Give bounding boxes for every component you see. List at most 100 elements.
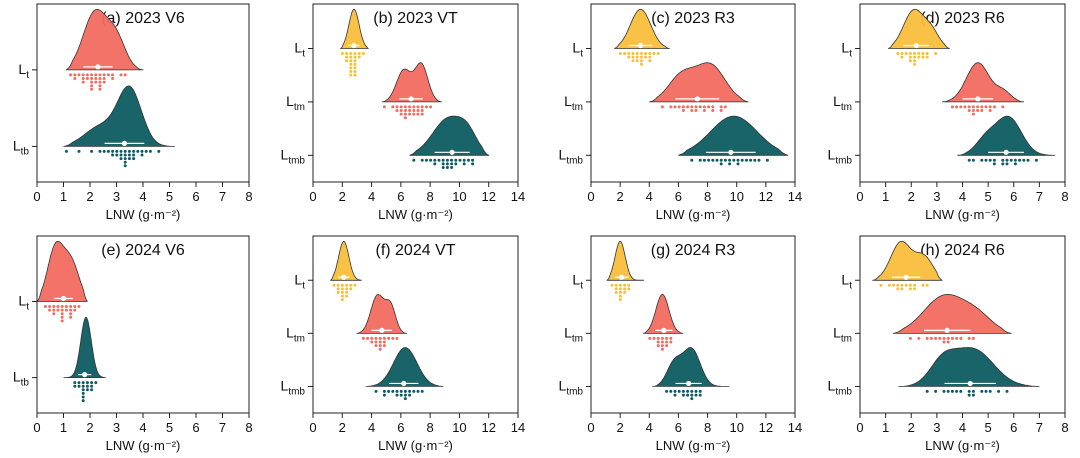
x-tick-label: 1 (882, 420, 889, 435)
rain-point (921, 283, 925, 287)
rain-point (908, 336, 912, 340)
rain-point (963, 105, 967, 109)
rain-point (686, 393, 690, 397)
rain-point (353, 70, 357, 73)
y-label-sub: tmb (566, 386, 583, 397)
rain-point (988, 158, 992, 162)
rain-point (382, 336, 386, 340)
y-tick-label: Lt (18, 292, 29, 312)
y-tick-label: Lt (841, 271, 852, 291)
rain-point (345, 287, 349, 291)
rain-point (669, 340, 673, 344)
rain-point (98, 80, 102, 84)
rain-point (744, 158, 748, 162)
rain-point (119, 157, 123, 161)
rain-point (123, 160, 127, 164)
violin-Ltm (892, 293, 1012, 334)
rain-point (127, 157, 131, 161)
rain-point (627, 287, 631, 291)
series-Lt: Lt (294, 8, 369, 77)
rain-point (917, 52, 921, 55)
rain-point (988, 389, 992, 393)
rain-point (660, 340, 664, 344)
violin-Lt (65, 8, 144, 71)
rain-point (73, 381, 77, 385)
mean-point-Lt (95, 64, 101, 70)
rain-point (353, 283, 357, 287)
rain-point (635, 59, 639, 63)
rain-point (719, 105, 723, 109)
rain-point (111, 149, 115, 153)
rain-point (736, 158, 740, 162)
y-label-main: L (13, 369, 21, 385)
mean-point-Ltmb (401, 380, 407, 387)
rain-point (382, 340, 386, 344)
plot-frame (590, 235, 796, 414)
rain-point (669, 389, 673, 393)
violin-Ltm (381, 62, 442, 103)
rain-point (395, 393, 399, 397)
rain-point (618, 52, 622, 55)
rain-point (73, 308, 77, 312)
rain-point (420, 389, 424, 393)
rain-point (896, 52, 900, 55)
rain-point (81, 80, 85, 84)
rain-point (98, 84, 102, 88)
x-tick-label: 5 (166, 189, 173, 204)
y-label-sub: tb (21, 378, 30, 389)
x-tick-label: 2 (908, 189, 915, 204)
rain-point (694, 105, 698, 109)
violin-Lt (339, 8, 369, 49)
rain-point (115, 153, 119, 157)
panel-title: (f) 2024 VT (375, 242, 455, 259)
series-Ltm: Ltm (286, 62, 442, 120)
rain-point (925, 52, 929, 55)
rain-point (639, 62, 643, 66)
rain-point (879, 283, 883, 287)
panel-title: (d) 2023 R6 (920, 10, 1005, 27)
rain-point (102, 149, 106, 153)
rain-point (445, 166, 449, 169)
rain-point (627, 52, 631, 55)
rain-point (90, 73, 94, 77)
y-label-sub: tmb (835, 386, 852, 397)
rain-point (681, 393, 685, 397)
rain-point (90, 84, 94, 88)
rain-point (370, 336, 374, 340)
y-label-main: L (833, 324, 841, 340)
rain-point (412, 389, 416, 393)
rain-point (984, 105, 988, 109)
rain-point (610, 283, 614, 287)
rain-point (627, 283, 631, 287)
rain-point (980, 109, 984, 112)
x-tick-label: 3 (933, 420, 940, 435)
rain-point (127, 153, 131, 157)
rain-point (908, 52, 912, 55)
rain-point (971, 393, 975, 397)
x-tick-label: 2 (617, 420, 624, 435)
rain-point (69, 312, 73, 316)
y-label-sub: t (26, 301, 29, 312)
y-tick-label: Lt (294, 40, 305, 60)
rain-point (132, 153, 136, 157)
rain-point (462, 158, 466, 162)
mean-point-Ltm (408, 96, 414, 102)
x-tick-label: 4 (959, 189, 966, 204)
rain-point (681, 389, 685, 393)
rain-point (353, 66, 357, 70)
rain-point (942, 389, 946, 393)
rain-point (391, 389, 395, 393)
violin-Lt (606, 240, 644, 281)
rain-point (73, 305, 77, 308)
x-tick-label: 7 (219, 189, 226, 204)
rain-point (382, 344, 386, 348)
rain-point (925, 55, 929, 59)
rain-point (702, 109, 706, 112)
rain-point (123, 73, 127, 77)
rain-point (387, 336, 391, 340)
y-tick-label: Ltb (13, 137, 30, 157)
y-label-main: L (286, 93, 294, 109)
rain-point (908, 287, 912, 291)
x-tick-label: 4 (368, 420, 375, 435)
